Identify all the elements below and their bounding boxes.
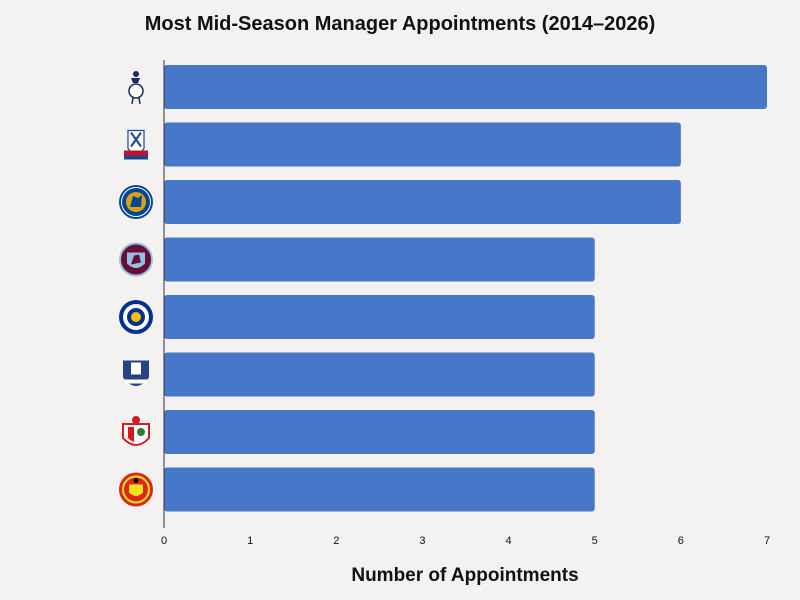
x-tick-label: 0 xyxy=(161,535,167,547)
leicester-city-crest xyxy=(119,300,153,334)
bar-leicester-city-crest xyxy=(164,295,595,339)
aston-villa-crest xyxy=(119,242,153,277)
manchester-united-crest xyxy=(119,472,153,507)
x-axis-label: Number of Appointments xyxy=(351,565,578,586)
x-tick-label: 6 xyxy=(678,535,684,547)
crystal-palace-crest xyxy=(124,129,148,160)
bar-aston-villa-crest xyxy=(164,237,595,282)
southampton-crest xyxy=(122,416,150,446)
chart-title: Most Mid-Season Manager Appointments (20… xyxy=(145,13,656,35)
bar-everton-crest xyxy=(164,352,595,397)
team-crests xyxy=(119,71,153,507)
everton-crest xyxy=(123,360,149,386)
chelsea-crest xyxy=(119,185,153,219)
bar-crystal-palace-crest xyxy=(164,122,681,167)
bar-chelsea-crest xyxy=(164,180,681,224)
bar-manchester-united-crest xyxy=(164,467,595,512)
x-tick-label: 5 xyxy=(592,535,598,547)
bars xyxy=(164,65,767,512)
x-ticks: 0 1 2 3 4 5 6 7 xyxy=(161,535,770,547)
tottenham-hotspur-crest xyxy=(128,71,144,105)
x-tick-label: 2 xyxy=(333,535,339,547)
bar-tottenham-hotspur-crest xyxy=(164,65,767,109)
x-tick-label: 1 xyxy=(247,535,253,547)
x-tick-label: 4 xyxy=(506,535,512,547)
x-tick-label: 7 xyxy=(764,535,770,547)
x-tick-label: 3 xyxy=(419,535,425,547)
bar-southampton-crest xyxy=(164,410,595,454)
